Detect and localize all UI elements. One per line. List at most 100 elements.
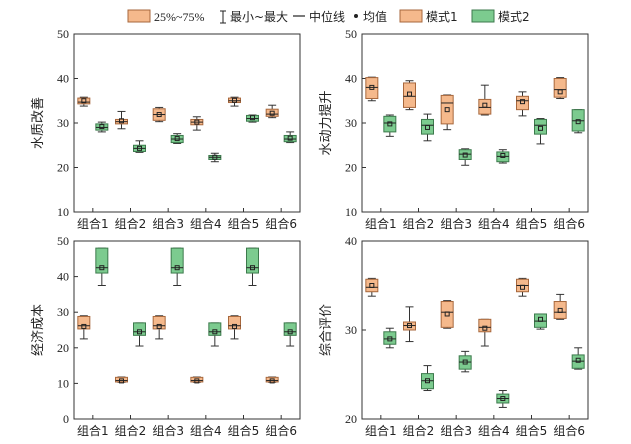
mean-marker (174, 136, 180, 142)
iqr-box (365, 278, 379, 293)
box-series1-5 (516, 91, 529, 117)
mean-marker (482, 325, 488, 331)
mean-marker (444, 107, 450, 113)
box-series1-2 (403, 306, 416, 343)
legend: 25%~75% 最小~最大 中位线 均值 模式1 模式2 (127, 9, 530, 24)
box-series2-3 (170, 133, 184, 144)
box-series2-1 (383, 327, 397, 349)
mean-marker (212, 154, 218, 160)
mean-marker (520, 99, 525, 105)
legend-series1-label: 模式1 (426, 10, 458, 24)
iqr-box (115, 376, 128, 383)
box-series1-1 (77, 315, 91, 340)
box-series2-2 (421, 113, 434, 142)
mean-marker (557, 307, 563, 313)
mean-marker (137, 145, 142, 151)
mean-marker (137, 329, 142, 335)
x-tick-label: 组合5 (516, 423, 548, 438)
mean-marker (425, 378, 430, 384)
mean-marker (174, 265, 180, 271)
iqr-box (170, 247, 184, 274)
mean-marker (557, 89, 563, 95)
x-tick-label: 组合4 (478, 216, 510, 231)
y-axis-label-overall-evaluation: 综合评价 (319, 304, 334, 356)
box-series2-5 (246, 114, 259, 123)
iqr-box (421, 118, 434, 135)
box-series2-1 (95, 247, 109, 286)
iqr-box (77, 97, 91, 105)
x-tick-label: 组合2 (115, 423, 147, 438)
mean-marker (369, 84, 375, 90)
mean-marker (119, 118, 124, 124)
box-series1-4 (190, 376, 204, 384)
box-series1-5 (228, 96, 241, 107)
legend-series1-swatch (399, 9, 423, 23)
iqr-box (265, 376, 279, 383)
y-axis-label-water-quality: 水质改善 (30, 97, 46, 149)
box-series2-2 (133, 140, 146, 153)
box-series2-4 (496, 390, 510, 408)
x-tick-label: 组合2 (403, 216, 435, 231)
y-tick-label: 20 (57, 341, 69, 355)
x-tick-label: 组合1 (365, 423, 397, 438)
box-series1-6 (553, 77, 567, 100)
iqr-box (365, 77, 379, 100)
box-series1-4 (190, 116, 204, 131)
legend-series2-swatch (471, 9, 495, 23)
y-tick-label: 30 (57, 116, 69, 130)
legend-iqr-swatch (127, 9, 151, 23)
y-tick-label: 30 (57, 305, 69, 319)
box-series2-1 (95, 121, 109, 133)
mean-marker (407, 323, 412, 329)
plot-frame (73, 240, 301, 420)
legend-median-label: 中位线 (309, 9, 345, 24)
x-tick-label: 组合4 (190, 423, 222, 438)
y-tick-label: 10 (57, 205, 69, 219)
mean-marker (269, 378, 275, 384)
box-series1-4 (478, 84, 492, 116)
mean-marker (407, 91, 412, 97)
box-series2-6 (571, 109, 585, 134)
mean-marker (575, 357, 581, 363)
iqr-box (383, 115, 397, 133)
box-series2-3 (458, 350, 472, 373)
y-tick-label: 10 (345, 205, 357, 219)
plot-frame (73, 33, 301, 213)
mean-marker (81, 323, 87, 329)
iqr-box (440, 94, 454, 125)
iqr-box (440, 301, 454, 328)
y-tick-label: 20 (345, 412, 357, 426)
iqr-box (553, 301, 567, 319)
y-tick-label: 40 (345, 72, 357, 86)
x-tick-label: 组合5 (228, 423, 260, 438)
box-series1-2 (115, 376, 128, 384)
mean-marker (99, 265, 105, 271)
y-tick-label: 40 (345, 234, 357, 248)
plot-frame (361, 240, 589, 420)
box-series2-2 (421, 365, 434, 392)
mean-marker (250, 265, 255, 271)
mean-marker (99, 124, 105, 130)
iqr-box (77, 315, 91, 330)
mean-marker (232, 97, 237, 103)
x-tick-label: 组合6 (265, 216, 297, 231)
x-tick-label: 组合6 (553, 216, 585, 231)
box-series1-1 (365, 277, 379, 297)
box-series2-6 (283, 322, 297, 347)
y-tick-label: 0 (63, 412, 69, 426)
x-tick-label: 组合3 (440, 216, 472, 231)
mean-marker (482, 102, 488, 108)
x-tick-label: 组合1 (77, 216, 109, 231)
iqr-box (246, 247, 259, 274)
mean-marker (538, 125, 543, 131)
box-series1-5 (228, 315, 241, 340)
mean-marker (387, 336, 393, 342)
box-series1-1 (365, 76, 379, 102)
x-tick-label: 组合6 (265, 423, 297, 438)
mean-marker (538, 316, 543, 322)
y-tick-label: 30 (345, 323, 357, 337)
